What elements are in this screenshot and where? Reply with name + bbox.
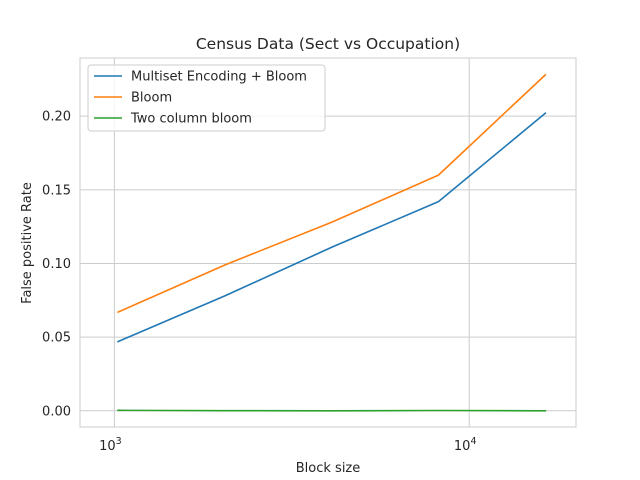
y-tick-label: 0.10: [42, 257, 71, 272]
series-line-1: [116, 112, 547, 343]
series-lines: [116, 73, 547, 412]
x-tick-label: 103: [99, 436, 122, 454]
y-tick-label: 0.15: [42, 183, 71, 198]
legend-entry-label: Two column bloom: [130, 112, 252, 127]
x-tick-label: 104: [454, 436, 477, 454]
series-line-2: [116, 73, 547, 314]
y-tick-label: 0.05: [42, 331, 71, 346]
y-tick-label: 0.00: [42, 404, 71, 419]
y-axis-label: False positive Rate: [20, 182, 35, 304]
legend: Multiset Encoding + Bloom Bloom Two column…: [87, 64, 326, 132]
y-tick-label: 0.20: [42, 110, 71, 125]
tick-labels: 0.00 0.05 0.10 0.15 0.20 103 104: [42, 110, 476, 454]
chart-title: Census Data (Sect vs Occupation): [196, 35, 460, 53]
legend-entry-label: Multiset Encoding + Bloom: [131, 70, 307, 85]
legend-entry-label: Bloom: [131, 91, 172, 106]
plot-frame: [79, 57, 577, 428]
x-axis-label: Block size: [296, 461, 361, 476]
legend-box: [87, 64, 326, 132]
